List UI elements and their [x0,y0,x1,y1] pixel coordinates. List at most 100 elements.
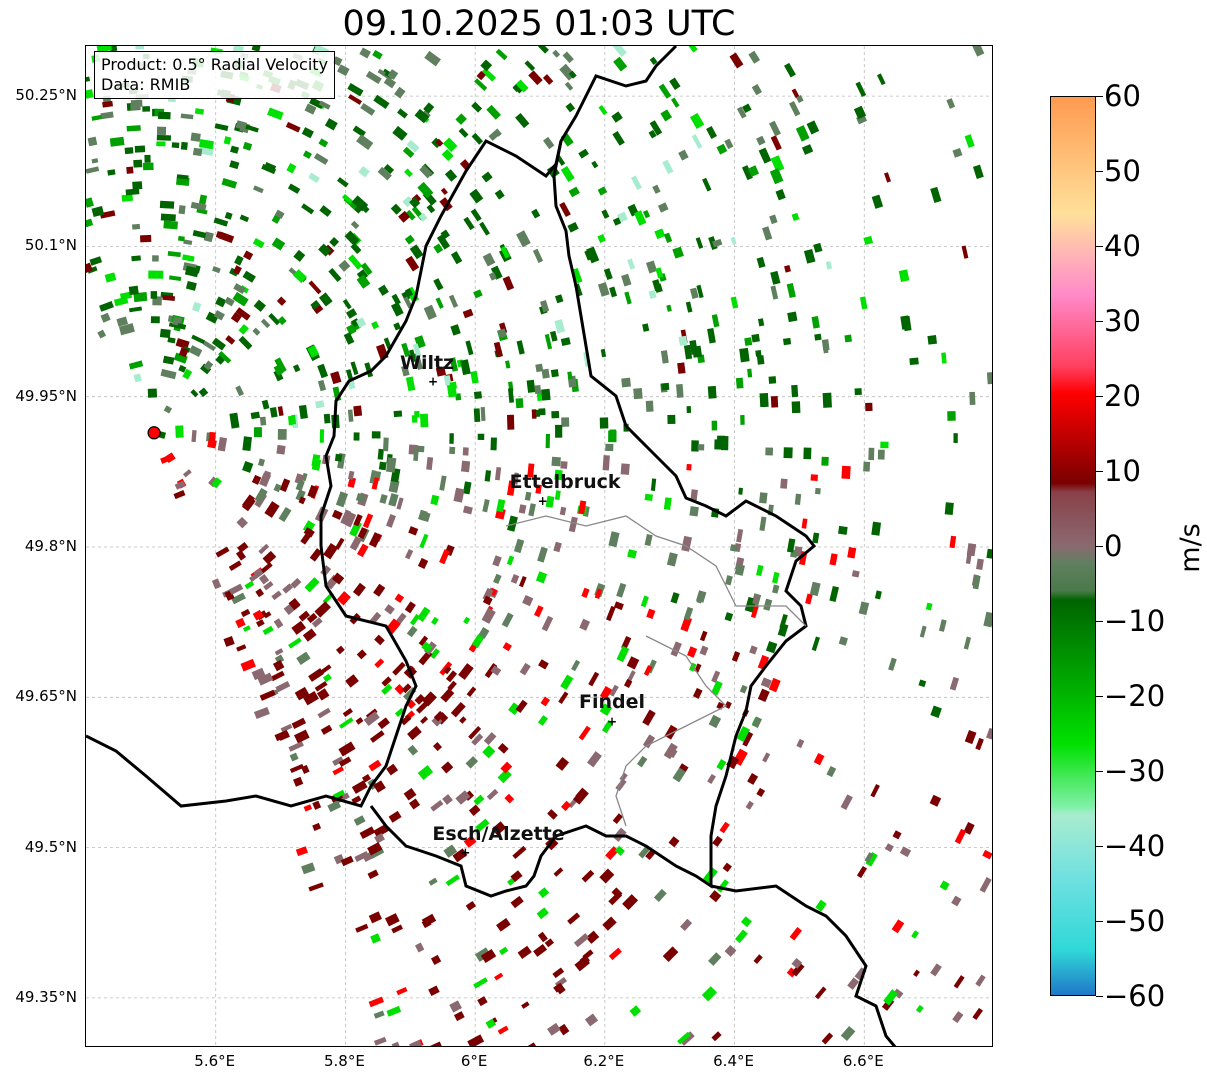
radar-echo-cell [274,209,285,219]
radar-echo-cell [369,469,376,484]
radar-echo-cell [100,312,111,323]
radar-echo-cell [257,672,274,686]
radar-echo-cell [605,605,616,622]
radar-echo-cell [762,226,773,241]
radar-echo-cell [450,251,463,265]
radar-echo-cell [390,302,404,317]
radar-echo-cell [401,365,410,377]
radar-echo-cell [452,848,468,863]
radar-echo-cell [814,333,822,341]
border-lines [86,46,897,1046]
radar-echo-cell [711,314,720,328]
radar-echo-cell [431,715,443,727]
radar-echo-cell [336,591,351,606]
radar-echo-cell [588,671,600,687]
radar-echo-cell [135,46,145,50]
radar-echo-cell [207,439,217,449]
radar-echo-cell [262,625,274,636]
radar-echo-cell [490,265,503,280]
radar-echo-cell [267,107,284,120]
radar-echo-cell [863,461,871,472]
radar-echo-cell [133,373,142,383]
radar-echo-cell [531,208,541,219]
radar-echo-cell [813,752,825,766]
radar-echo-cell [368,996,385,1008]
radar-echo-cell [734,929,748,944]
radar-echo-cell [303,527,315,538]
radar-echo-cell [150,291,158,299]
radar-echo-cell [482,252,496,267]
radar-echo-cell [558,691,569,704]
radar-echo-cell [150,316,160,324]
radar-echo-cell [840,1026,856,1042]
radar-echo-cell [271,237,286,251]
radar-echo-cell [332,756,344,767]
radar-echo-cell [314,681,328,692]
radar-echo-cell [295,479,305,492]
radar-echo-cell [291,620,307,635]
colorbar-tick-label: 30 [1104,304,1141,338]
radar-echo-cell [160,456,169,464]
radar-echo-cell [691,440,699,452]
radar-map[interactable]: + + + + [85,45,993,1047]
radar-echo-cell [650,478,657,491]
radar-echo-cell [707,327,716,344]
radar-echo-cell [787,311,798,323]
radar-echo-cell [686,646,698,658]
radar-echo-cell [986,727,992,740]
radar-echo-cell [763,598,773,611]
radar-echo-cell [367,869,379,880]
radar-echo-cell [880,441,889,449]
radar-echo-cell [102,100,114,108]
radar-echo-cell [430,800,444,812]
radar-echo-cell [952,147,963,158]
radar-echo-cell [477,433,485,440]
radar-echo-cell [274,654,285,664]
radar-echo-cell [236,644,247,652]
radar-echo-cell [271,590,282,601]
radar-echo-cell [531,409,537,419]
radar-echo-cell [716,143,728,155]
radar-echo-cell [611,111,623,123]
radar-echo-cell [672,767,686,783]
radar-echo-cell [547,1022,561,1036]
radar-echo-cell [273,483,282,493]
radar-echo-cell [594,588,603,600]
radar-echo-cell [458,127,469,138]
radar-echo-cell [891,919,905,934]
radar-echo-cell [783,447,793,459]
canton-border-line [615,635,728,827]
radar-echo-cell [383,437,389,452]
radar-echo-cell [811,316,820,329]
radar-echo-cell [421,641,433,653]
radar-echo-cell [134,145,146,153]
radar-echo-cell [538,887,550,899]
radar-echo-cell [642,210,651,219]
radar-echo-cell [334,537,345,550]
radar-echo-cell [633,388,643,400]
radar-echo-cell [554,469,563,481]
radar-echo-cell [242,625,251,632]
radar-echo-cell [178,347,189,358]
radar-echo-cell [298,496,306,505]
radar-echo-cell [449,446,456,455]
radar-echo-cell [707,773,716,784]
radar-echo-cell [747,368,753,378]
radar-echo-cell [534,605,544,618]
radar-echo-cell [815,899,827,912]
radar-echo-cell [252,327,261,336]
radar-echo-cell [753,954,763,964]
radar-echo-cell [356,274,371,289]
radar-echo-cell [502,642,512,652]
radar-echo-cell [368,759,382,772]
radar-echo-cell [288,637,302,649]
radar-echo-cell [349,535,363,551]
radar-echo-cell [259,562,273,574]
radar-echo-cell [888,657,897,671]
radar-echo-cell [313,152,329,165]
radar-echo-cell [863,235,874,246]
radar-echo-cell [975,737,984,751]
radar-echo-cell [695,237,704,249]
radar-echo-cell [191,301,202,313]
radar-echo-cell [309,97,325,110]
